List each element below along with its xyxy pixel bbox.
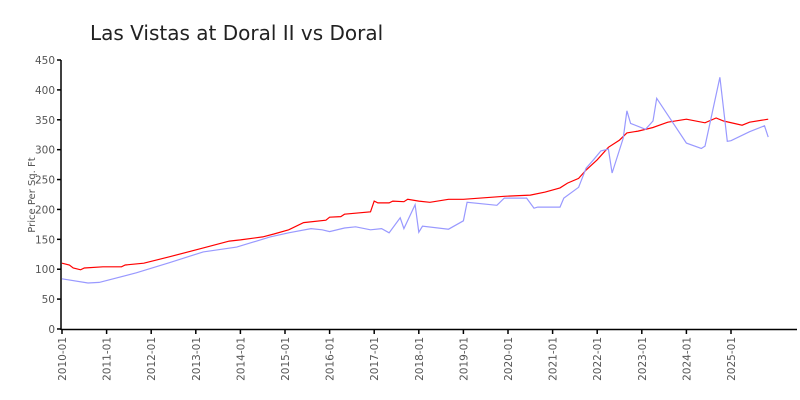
- x-tick-label: 2017-01: [369, 337, 381, 381]
- x-tick-label: 2015-01: [280, 337, 292, 381]
- y-tick-label: 200: [35, 204, 55, 216]
- x-tick-label: 2022-01: [592, 337, 604, 381]
- x-tick-label: 2016-01: [325, 337, 337, 381]
- x-tick-label: 2012-01: [146, 337, 158, 381]
- series-line-2: [61, 77, 769, 284]
- y-tick-label: 50: [42, 294, 55, 306]
- y-tick-label: 100: [35, 264, 55, 276]
- y-tick-label: 0: [48, 324, 55, 336]
- series-line-1: [61, 117, 769, 271]
- x-tick-label: 2010-01: [57, 337, 69, 381]
- x-tick-label: 2019-01: [458, 337, 470, 381]
- y-tick-label: 400: [35, 85, 55, 97]
- x-tick-label: 2013-01: [191, 337, 203, 381]
- x-tick-label: 2023-01: [637, 337, 649, 381]
- x-tick-label: 2020-01: [503, 337, 515, 381]
- x-tick-label: 2018-01: [414, 337, 426, 381]
- y-axis-label: Price Per Sq. Ft: [27, 157, 38, 232]
- chart-title: Las Vistas at Doral II vs Doral: [90, 21, 383, 45]
- y-tick-label: 250: [35, 175, 55, 187]
- x-tick-label: 2024-01: [681, 337, 693, 381]
- y-tick-label: 350: [35, 115, 55, 127]
- x-tick-label: 2025-01: [726, 337, 738, 381]
- x-tick-label: 2011-01: [102, 337, 114, 381]
- x-tick-label: 2014-01: [235, 337, 247, 381]
- y-tick-label: 150: [35, 234, 55, 246]
- y-tick-label: 450: [35, 55, 55, 67]
- x-tick-label: 2021-01: [548, 337, 560, 381]
- y-tick-label: 300: [35, 145, 55, 157]
